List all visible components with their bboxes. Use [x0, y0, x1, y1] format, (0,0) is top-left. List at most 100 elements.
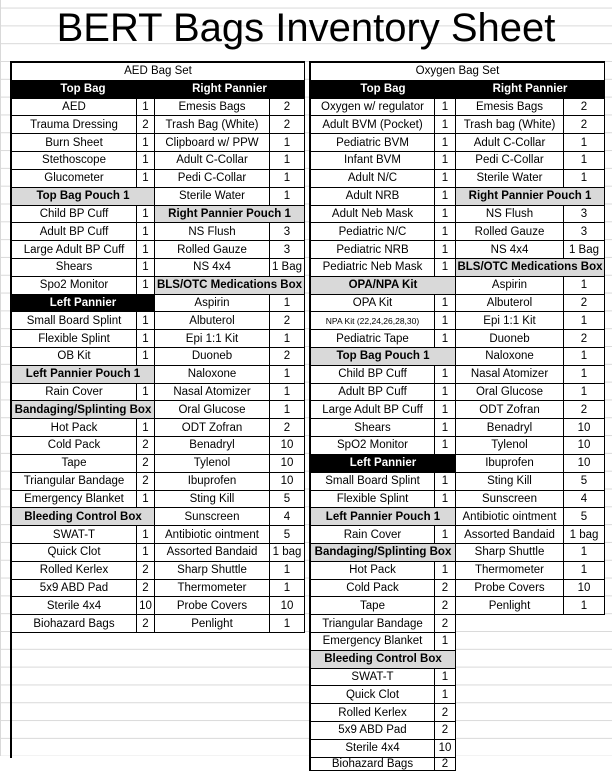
item-quantity[interactable]: 1 [137, 276, 155, 295]
item-name[interactable]: Aspirin [155, 294, 270, 313]
item-quantity[interactable]: 2 [270, 419, 305, 438]
section-header[interactable]: Bleeding Control Box [311, 650, 456, 669]
item-name[interactable]: Trash bag (White) [456, 116, 564, 135]
item-quantity[interactable]: 3 [564, 205, 605, 224]
item-quantity[interactable]: 2 [564, 401, 605, 420]
item-name[interactable]: Child BP Cuff [311, 365, 435, 384]
item-name[interactable]: Penlight [155, 615, 270, 633]
section-header[interactable]: BLS/OTC Medications Box [456, 258, 605, 277]
item-quantity[interactable]: 5 [564, 472, 605, 491]
item-quantity[interactable]: 1 [435, 561, 456, 580]
item-name[interactable]: Assorted Bandaid [456, 526, 564, 544]
item-quantity[interactable]: 1 [564, 383, 605, 402]
item-name[interactable]: Benadryl [155, 437, 270, 455]
item-name[interactable]: Adult NRB [311, 187, 435, 206]
item-name[interactable]: Small Board Splint [12, 312, 137, 331]
item-quantity[interactable]: 1 [435, 437, 456, 455]
item-name[interactable]: Sterile Water [155, 187, 270, 206]
item-quantity[interactable]: 1 [270, 561, 305, 580]
item-quantity[interactable]: 1 [270, 134, 305, 153]
set-title[interactable]: Oxygen Bag Set [311, 63, 605, 81]
item-quantity[interactable]: 1 [137, 223, 155, 242]
item-quantity[interactable]: 2 [137, 615, 155, 633]
item-name[interactable]: Biohazard Bags [12, 615, 137, 633]
item-name[interactable]: Hot Pack [311, 561, 435, 580]
item-name[interactable]: Small Board Splint [311, 472, 435, 491]
item-quantity[interactable]: 1 Bag [270, 258, 305, 277]
item-quantity[interactable]: 2 [137, 561, 155, 580]
item-name[interactable]: Benadryl [456, 419, 564, 438]
item-quantity[interactable]: 2 [564, 116, 605, 135]
section-header[interactable]: Right Pannier [155, 80, 305, 99]
item-name[interactable]: NS 4x4 [155, 258, 270, 277]
item-name[interactable]: Oxygen w/ regulator [311, 98, 435, 117]
item-quantity[interactable]: 10 [270, 597, 305, 616]
item-name[interactable]: Pedi C-Collar [456, 152, 564, 170]
item-name[interactable]: Probe Covers [155, 597, 270, 616]
item-quantity[interactable]: 2 [564, 294, 605, 313]
item-quantity[interactable]: 1 [435, 258, 456, 277]
section-header[interactable]: Left Pannier Pouch 1 [12, 365, 155, 384]
item-name[interactable]: Epi 1:1 Kit [155, 330, 270, 348]
section-header[interactable]: BLS/OTC Medications Box [155, 276, 305, 295]
item-quantity[interactable]: 5 [270, 490, 305, 509]
item-quantity[interactable]: 1 [564, 348, 605, 366]
item-name[interactable]: Quick Clot [12, 543, 137, 562]
section-header[interactable]: Right Pannier Pouch 1 [456, 187, 605, 206]
item-quantity[interactable]: 1 [564, 276, 605, 295]
section-header[interactable]: Left Pannier [12, 294, 155, 313]
item-quantity[interactable]: 1 [564, 561, 605, 580]
item-name[interactable]: Stethoscope [12, 152, 137, 170]
item-name[interactable]: OB Kit [12, 348, 137, 366]
item-name[interactable]: Triangular Bandage [311, 615, 435, 633]
item-quantity[interactable]: 10 [435, 739, 456, 758]
item-quantity[interactable]: 3 [270, 241, 305, 259]
item-quantity[interactable]: 1 [270, 187, 305, 206]
item-name[interactable]: Hot Pack [12, 419, 137, 438]
item-quantity[interactable]: 5 [564, 508, 605, 527]
item-name[interactable]: Adult BVM (Pocket) [311, 116, 435, 135]
item-quantity[interactable]: 1 [270, 383, 305, 402]
item-quantity[interactable]: 1 [564, 152, 605, 170]
item-quantity[interactable]: 1 [435, 312, 456, 331]
item-name[interactable]: Adult N/C [311, 169, 435, 188]
item-quantity[interactable]: 2 [137, 116, 155, 135]
item-name[interactable]: SpO2 Monitor [311, 437, 435, 455]
item-name[interactable]: Tylenol [155, 454, 270, 473]
item-quantity[interactable]: 1 [435, 490, 456, 509]
item-quantity[interactable]: 1 [137, 419, 155, 438]
item-quantity[interactable]: 1 [137, 241, 155, 259]
item-quantity[interactable]: 10 [270, 472, 305, 491]
item-quantity[interactable]: 2 [137, 579, 155, 598]
item-name[interactable]: Pediatric BVM [311, 134, 435, 153]
item-name[interactable]: Pediatric NRB [311, 241, 435, 259]
item-name[interactable]: Oral Glucose [155, 401, 270, 420]
item-quantity[interactable]: 1 [435, 365, 456, 384]
item-name[interactable]: Antibiotic ointment [155, 526, 270, 544]
item-name[interactable]: Cold Pack [12, 437, 137, 455]
item-quantity[interactable]: 1 [137, 205, 155, 224]
item-name[interactable]: Tape [311, 597, 435, 616]
item-name[interactable]: Sting Kill [155, 490, 270, 509]
item-name[interactable]: Emergency Blanket [311, 633, 435, 651]
item-name[interactable]: Rain Cover [12, 383, 137, 402]
item-name[interactable]: Antibiotic ointment [456, 508, 564, 527]
item-name[interactable]: NS 4x4 [456, 241, 564, 259]
item-name[interactable]: Rolled Gauze [155, 241, 270, 259]
item-quantity[interactable]: 1 [435, 419, 456, 438]
item-quantity[interactable]: 1 [435, 526, 456, 544]
item-quantity[interactable]: 4 [270, 508, 305, 527]
item-name[interactable]: Emesis Bags [155, 98, 270, 117]
section-header[interactable]: Top Bag Pouch 1 [311, 348, 456, 366]
item-name[interactable]: Probe Covers [456, 579, 564, 598]
item-quantity[interactable]: 2 [270, 348, 305, 366]
item-name[interactable]: Penlight [456, 597, 564, 616]
item-quantity[interactable]: 1 [137, 169, 155, 188]
item-quantity[interactable]: 1 [270, 152, 305, 170]
section-header[interactable]: Top Bag [311, 80, 456, 99]
item-name[interactable]: Ibuprofen [155, 472, 270, 491]
item-quantity[interactable]: 1 [270, 330, 305, 348]
item-quantity[interactable]: 1 [435, 472, 456, 491]
item-quantity[interactable]: 1 [435, 241, 456, 259]
item-quantity[interactable]: 1 [435, 187, 456, 206]
